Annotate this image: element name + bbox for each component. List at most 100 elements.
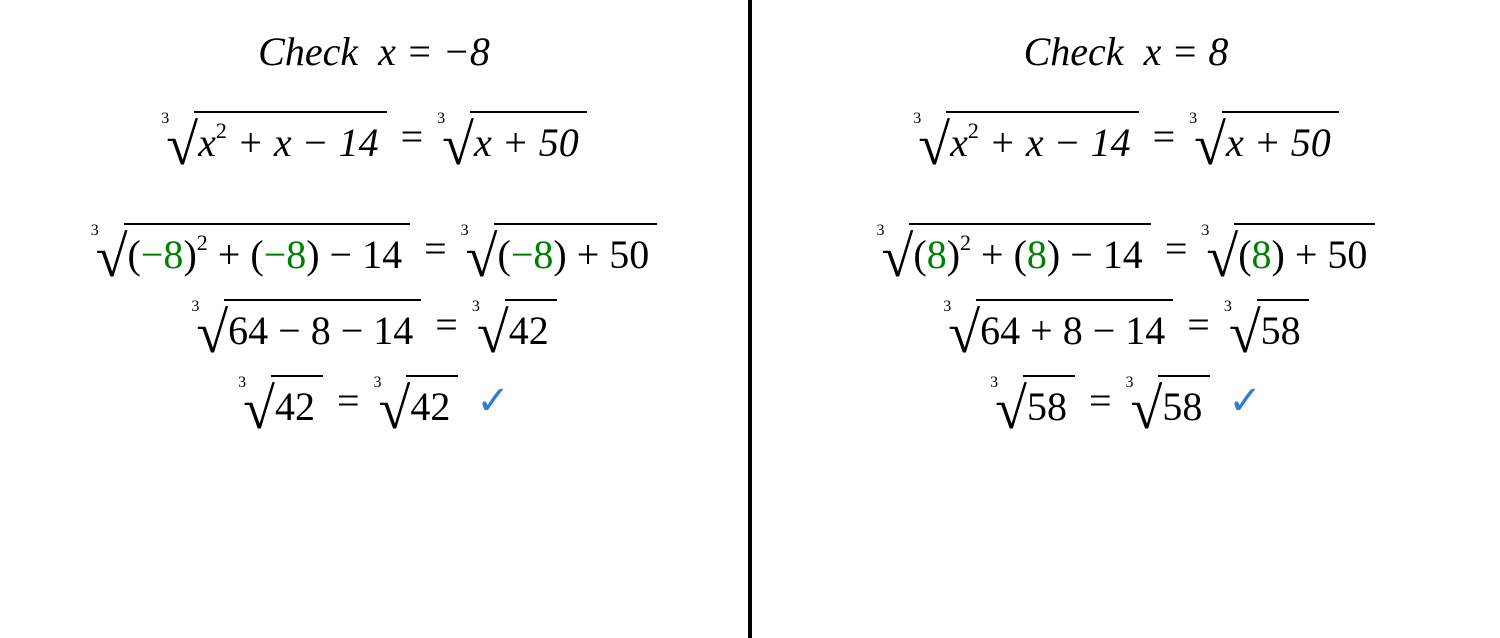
substituted-value: −8 bbox=[511, 232, 554, 277]
checkmark-icon: ✓ bbox=[476, 381, 510, 421]
cube-root: 3 √ 42 bbox=[472, 299, 557, 351]
cube-root-left-rhs: 3 √ x + 50 bbox=[437, 111, 587, 163]
radicand: 64 − 8 − 14 bbox=[224, 299, 421, 351]
right-column: Check x = 8 3 √ x2 + x − 14 = 3 √ x + 50… bbox=[752, 0, 1500, 638]
tail: ) + 50 bbox=[1272, 232, 1368, 277]
paren-close: ) bbox=[947, 232, 960, 277]
heading-right: Check x = 8 bbox=[1024, 28, 1229, 75]
check-value: x = 8 bbox=[1144, 29, 1229, 74]
radical-symbol: √ bbox=[948, 316, 980, 351]
radicand: (−8) + 50 bbox=[494, 223, 658, 275]
radicand: (8) + 50 bbox=[1234, 223, 1375, 275]
mid: + ( bbox=[971, 232, 1027, 277]
checkmark-icon: ✓ bbox=[1228, 381, 1262, 421]
radicand-rest: + x − 14 bbox=[227, 120, 379, 165]
simplify2-left: 3 √ 42 = 3 √ 42 ✓ bbox=[238, 375, 510, 427]
radicand: 58 bbox=[1023, 375, 1075, 427]
substituted-value: −8 bbox=[141, 232, 184, 277]
equals: = bbox=[1165, 229, 1188, 269]
cube-root-left-lhs: 3 √ x2 + x − 14 bbox=[161, 111, 386, 163]
radicand: x + 50 bbox=[470, 111, 587, 163]
radical-symbol: √ bbox=[96, 240, 128, 275]
cube-root: 3 √ (−8) + 50 bbox=[461, 223, 658, 275]
radicand: x2 + x − 14 bbox=[946, 111, 1139, 163]
radical-symbol: √ bbox=[166, 128, 198, 163]
exponent: 2 bbox=[216, 118, 227, 143]
radicand: (8)2 + (8) − 14 bbox=[909, 223, 1150, 275]
check-value: x = −8 bbox=[378, 29, 490, 74]
radical-symbol: √ bbox=[442, 128, 474, 163]
substituted-value: 8 bbox=[1027, 232, 1047, 277]
heading-left: Check x = −8 bbox=[258, 28, 490, 75]
cube-root: 3 √ (8) + 50 bbox=[1201, 223, 1375, 275]
radicand: 42 bbox=[271, 375, 323, 427]
radical-symbol: √ bbox=[882, 240, 914, 275]
equals: = bbox=[1187, 305, 1210, 345]
radicand: 42 bbox=[505, 299, 557, 351]
equals: = bbox=[435, 305, 458, 345]
paren-open: ( bbox=[498, 232, 511, 277]
cube-root: 3 √ 64 − 8 − 14 bbox=[191, 299, 421, 351]
left-column: Check x = −8 3 √ x2 + x − 14 = 3 √ x + 5… bbox=[0, 0, 748, 638]
equals: = bbox=[1153, 117, 1176, 157]
paren-close: ) bbox=[183, 232, 196, 277]
simplify1-left: 3 √ 64 − 8 − 14 = 3 √ 42 bbox=[191, 299, 556, 351]
cube-root: 3 √ x + 50 bbox=[1189, 111, 1339, 163]
radicand: x2 + x − 14 bbox=[194, 111, 387, 163]
radicand: (−8)2 + (−8) − 14 bbox=[124, 223, 411, 275]
check-label: Check bbox=[1024, 29, 1124, 74]
equals: = bbox=[401, 117, 424, 157]
page: Check x = −8 3 √ x2 + x − 14 = 3 √ x + 5… bbox=[0, 0, 1500, 638]
substitution-equation-left: 3 √ (−8)2 + (−8) − 14 = 3 √ (−8) + 50 bbox=[91, 223, 658, 275]
exponent: 2 bbox=[968, 118, 979, 143]
radical-symbol: √ bbox=[477, 316, 509, 351]
radical-symbol: √ bbox=[379, 392, 411, 427]
radical-symbol: √ bbox=[1194, 128, 1226, 163]
original-equation-right: 3 √ x2 + x − 14 = 3 √ x + 50 bbox=[913, 111, 1339, 163]
equals: = bbox=[1089, 381, 1112, 421]
tail: ) − 14 bbox=[1047, 232, 1143, 277]
radical-symbol: √ bbox=[466, 240, 498, 275]
mid: + ( bbox=[208, 232, 264, 277]
radical-symbol: √ bbox=[196, 316, 228, 351]
radicand-var: x bbox=[198, 120, 216, 165]
radical-symbol: √ bbox=[243, 392, 275, 427]
cube-root: 3 √ 42 bbox=[238, 375, 323, 427]
check-label: Check bbox=[258, 29, 358, 74]
radicand: 58 bbox=[1158, 375, 1210, 427]
tail: ) − 14 bbox=[306, 232, 402, 277]
radicand: 64 + 8 − 14 bbox=[976, 299, 1173, 351]
radicand-rest: + x − 14 bbox=[979, 120, 1131, 165]
substituted-value: 8 bbox=[1252, 232, 1272, 277]
cube-root: 3 √ 58 bbox=[990, 375, 1075, 427]
original-equation-left: 3 √ x2 + x − 14 = 3 √ x + 50 bbox=[161, 111, 587, 163]
radicand: 42 bbox=[406, 375, 458, 427]
exponent: 2 bbox=[197, 230, 208, 255]
radicand: x + 50 bbox=[1222, 111, 1339, 163]
radical-symbol: √ bbox=[1206, 240, 1238, 275]
cube-root: 3 √ 42 bbox=[374, 375, 459, 427]
cube-root: 3 √ 64 + 8 − 14 bbox=[943, 299, 1173, 351]
radical-symbol: √ bbox=[918, 128, 950, 163]
cube-root: 3 √ 58 bbox=[1224, 299, 1309, 351]
equals: = bbox=[424, 229, 447, 269]
radical-symbol: √ bbox=[1131, 392, 1163, 427]
radicand-var: x bbox=[950, 120, 968, 165]
exponent: 2 bbox=[960, 230, 971, 255]
paren-open: ( bbox=[913, 232, 926, 277]
substituted-value: −8 bbox=[264, 232, 307, 277]
radicand: 58 bbox=[1257, 299, 1309, 351]
substitution-equation-right: 3 √ (8)2 + (8) − 14 = 3 √ (8) + 50 bbox=[877, 223, 1376, 275]
paren-open: ( bbox=[128, 232, 141, 277]
cube-root: 3 √ x2 + x − 14 bbox=[913, 111, 1138, 163]
simplify1-right: 3 √ 64 + 8 − 14 = 3 √ 58 bbox=[943, 299, 1308, 351]
equals: = bbox=[337, 381, 360, 421]
tail: ) + 50 bbox=[553, 232, 649, 277]
cube-root: 3 √ 58 bbox=[1126, 375, 1211, 427]
cube-root: 3 √ (8)2 + (8) − 14 bbox=[877, 223, 1151, 275]
paren-open: ( bbox=[1238, 232, 1251, 277]
radical-symbol: √ bbox=[1229, 316, 1261, 351]
cube-root: 3 √ (−8)2 + (−8) − 14 bbox=[91, 223, 410, 275]
simplify2-right: 3 √ 58 = 3 √ 58 ✓ bbox=[990, 375, 1262, 427]
radical-symbol: √ bbox=[995, 392, 1027, 427]
